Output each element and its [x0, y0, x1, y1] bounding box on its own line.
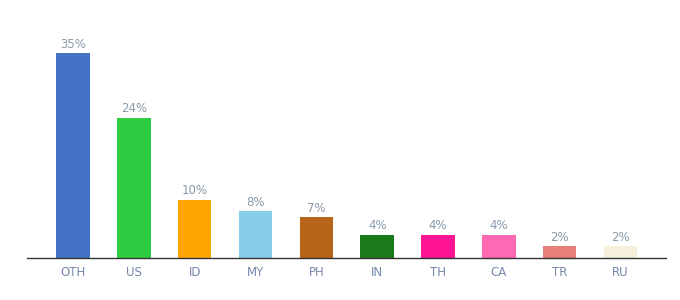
Text: 4%: 4% — [368, 219, 386, 232]
Bar — [117, 118, 150, 258]
Bar — [178, 200, 211, 258]
Bar — [360, 235, 394, 258]
Text: 24%: 24% — [121, 102, 147, 115]
Text: 7%: 7% — [307, 202, 326, 215]
Text: 8%: 8% — [246, 196, 265, 209]
Bar — [56, 53, 90, 258]
Text: 4%: 4% — [490, 219, 508, 232]
Bar — [422, 235, 455, 258]
Bar — [300, 217, 333, 258]
Bar — [239, 211, 272, 258]
Text: 2%: 2% — [550, 231, 569, 244]
Text: 10%: 10% — [182, 184, 207, 197]
Text: 4%: 4% — [429, 219, 447, 232]
Bar — [482, 235, 515, 258]
Bar — [543, 246, 577, 258]
Text: 2%: 2% — [611, 231, 630, 244]
Bar — [604, 246, 637, 258]
Text: 35%: 35% — [60, 38, 86, 51]
